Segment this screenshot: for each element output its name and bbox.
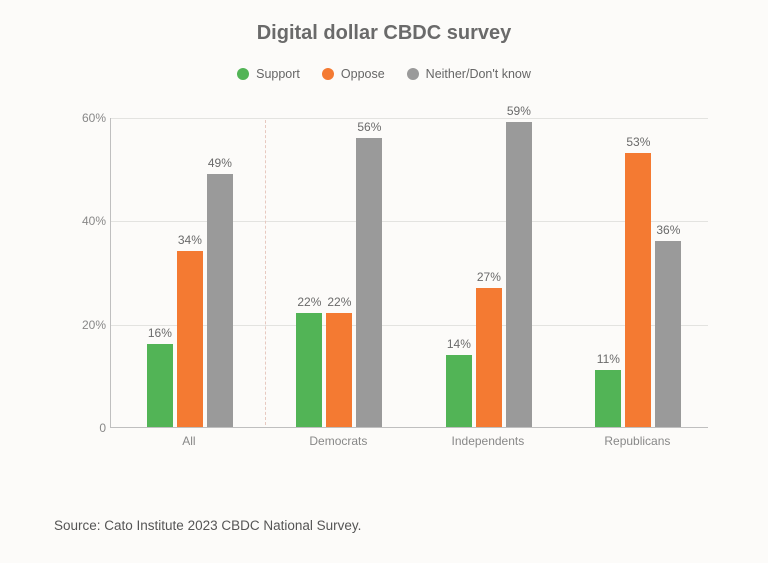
bar-value-label: 16% [148,326,172,340]
bar-value-label: 53% [626,135,650,149]
bar: 34% [177,251,203,427]
gridline [111,118,708,119]
bar-value-label: 22% [327,295,351,309]
legend-swatch [322,68,334,80]
source-text: Source: Cato Institute 2023 CBDC Nationa… [54,518,361,533]
bar: 16% [147,344,173,427]
bar: 27% [476,288,502,428]
legend-item: Support [237,67,300,81]
legend: Support Oppose Neither/Don't know [0,67,768,81]
bar-group: 22%22%56% [296,138,382,427]
chart-container: 020%40%60% 16%34%49%22%22%56%14%27%59%11… [68,118,708,458]
bar-value-label: 27% [477,270,501,284]
bar: 49% [207,174,233,427]
plot-area: 16%34%49%22%22%56%14%27%59%11%53%36% [110,118,708,428]
bar-value-label: 11% [597,352,620,366]
legend-swatch [237,68,249,80]
chart-title: Digital dollar CBDC survey [0,0,768,45]
x-category-label: All [182,434,195,448]
bar: 22% [296,313,322,427]
bar-group: 11%53%36% [595,153,681,427]
legend-item: Neither/Don't know [407,67,531,81]
bar-value-label: 49% [208,156,232,170]
y-tick-label: 60% [68,111,106,125]
y-tick-label: 0 [68,421,106,435]
bar: 36% [655,241,681,427]
bar-value-label: 22% [297,295,321,309]
legend-label: Oppose [341,67,385,81]
bar-value-label: 56% [357,120,381,134]
legend-label: Neither/Don't know [426,67,531,81]
x-category-label: Republicans [604,434,670,448]
bar-group: 14%27%59% [446,122,532,427]
legend-item: Oppose [322,67,385,81]
bar: 53% [625,153,651,427]
bar-value-label: 59% [507,104,531,118]
bar-group: 16%34%49% [147,174,233,427]
bar: 14% [446,355,472,427]
bar: 56% [356,138,382,427]
bar: 59% [506,122,532,427]
x-category-label: Democrats [309,434,367,448]
bar-value-label: 36% [656,223,680,237]
x-category-label: Independents [452,434,525,448]
bar-value-label: 14% [447,337,471,351]
bar-value-label: 34% [178,233,202,247]
y-tick-label: 40% [68,214,106,228]
legend-swatch [407,68,419,80]
y-tick-label: 20% [68,318,106,332]
legend-label: Support [256,67,300,81]
bar: 11% [595,370,621,427]
bar: 22% [326,313,352,427]
group-divider [265,120,266,425]
